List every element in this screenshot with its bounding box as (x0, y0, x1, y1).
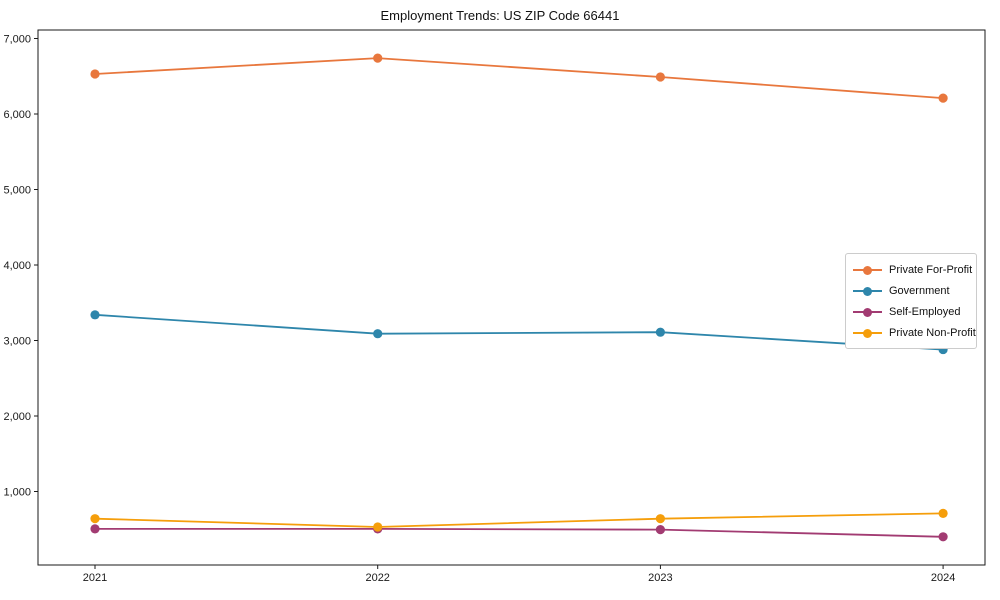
y-tick-label: 4,000 (3, 260, 31, 272)
legend-line-marker-icon (853, 265, 882, 275)
x-tick-label: 2023 (648, 572, 672, 584)
data-point (655, 525, 666, 535)
x-tick-label: 2021 (83, 572, 107, 584)
legend-label: Private Non-Profit (889, 326, 976, 339)
data-point (655, 72, 666, 82)
plot-border (37, 29, 986, 566)
data-point (938, 93, 948, 103)
data-point (90, 524, 100, 534)
data-point (373, 522, 383, 532)
data-point (938, 532, 948, 542)
data-point (373, 329, 383, 339)
data-point (373, 53, 383, 63)
data-point (90, 310, 100, 320)
legend-row: Private For-Profit (853, 259, 973, 280)
series-line (94, 512, 944, 528)
data-point (655, 327, 666, 337)
legend-label: Self-Employed (889, 305, 961, 318)
chart-title: Employment Trends: US ZIP Code 66441 (380, 8, 620, 23)
x-tick-label: 2024 (931, 572, 955, 584)
legend-row: Private Non-Profit (853, 322, 976, 343)
x-tick-label: 2022 (365, 572, 389, 584)
legend-label: Government (889, 284, 950, 297)
y-tick-label: 1,000 (3, 487, 31, 499)
y-tick-label: 2,000 (3, 411, 31, 423)
y-tick-label: 7,000 (3, 34, 31, 46)
legend: Private For-Profit Government Self-Emplo… (845, 253, 977, 349)
y-tick-label: 5,000 (3, 185, 31, 197)
y-tick-label: 3,000 (3, 336, 31, 348)
legend-line-marker-icon (853, 328, 882, 338)
data-point (90, 69, 100, 79)
data-point (938, 508, 948, 518)
legend-row: Self-Employed (853, 301, 970, 322)
legend-line-marker-icon (853, 307, 882, 317)
series-line (95, 527, 944, 538)
y-tick-label: 6,000 (3, 109, 31, 121)
legend-line-marker-icon (853, 286, 882, 296)
data-point (90, 514, 100, 524)
series-line (94, 313, 944, 351)
series-line (94, 57, 944, 100)
legend-label: Private For-Profit (889, 263, 973, 276)
data-point (655, 514, 666, 524)
legend-row: Government (853, 280, 970, 301)
